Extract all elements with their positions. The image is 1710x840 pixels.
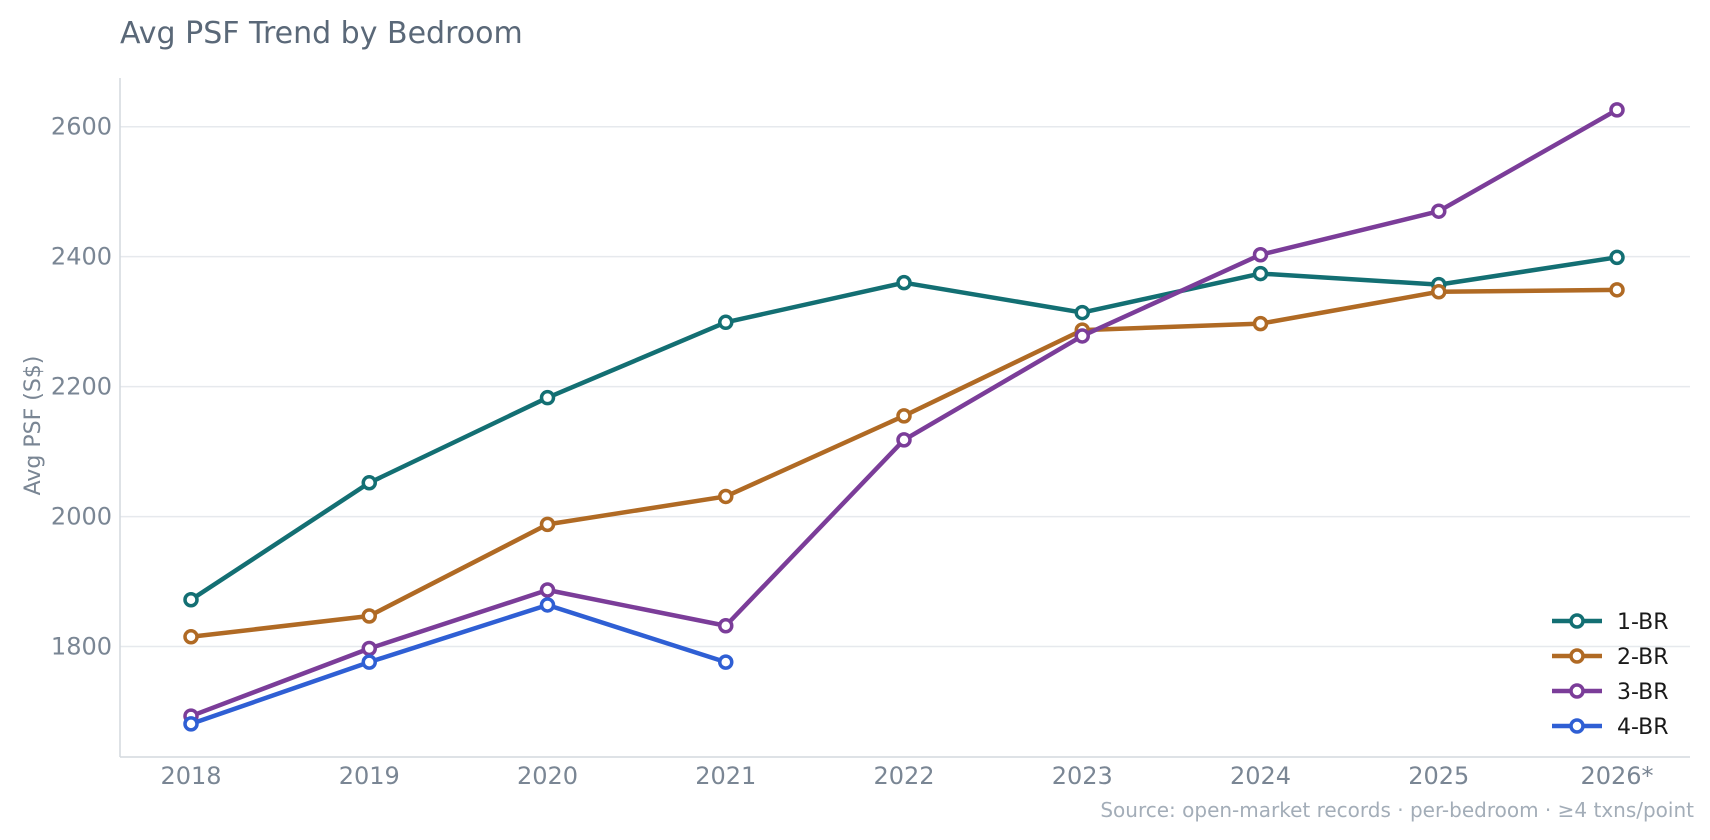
data-point-3-br-2022 <box>896 432 912 448</box>
data-point-1-br-2026 <box>1609 249 1625 266</box>
x-tick-label-2018: 2018 <box>160 762 221 790</box>
legend-item-3-br: 3-BR <box>1552 680 1669 705</box>
legend-label-3-br: 3-BR <box>1617 680 1669 705</box>
data-point-3-br-2024 <box>1252 246 1269 263</box>
series-2-br <box>183 282 1625 645</box>
y-axis-title: Avg PSF (S$) <box>21 356 46 496</box>
data-point-3-br-2023 <box>1074 328 1090 344</box>
x-tick-label-2020: 2020 <box>517 762 578 790</box>
data-point-1-br-2019 <box>361 475 377 491</box>
data-point-1-br-2021 <box>718 314 734 331</box>
y-tick-label-2200: 2200 <box>51 373 112 401</box>
x-tick-label-2023: 2023 <box>1052 762 1113 790</box>
legend-marker-4-br <box>1569 718 1585 734</box>
data-point-3-br-2025 <box>1431 203 1447 219</box>
series-1-br <box>183 249 1625 608</box>
legend-item-4-br: 4-BR <box>1552 715 1669 740</box>
legend-item-2-br: 2-BR <box>1552 645 1669 670</box>
data-point-2-br-2020 <box>539 516 556 533</box>
data-point-2-br-2025 <box>1431 284 1447 300</box>
series-line-1-br <box>188 255 1620 603</box>
y-tick-label-2400: 2400 <box>51 243 112 271</box>
y-tick-label-2000: 2000 <box>51 503 112 531</box>
y-tick-label-1800: 1800 <box>51 633 112 661</box>
data-point-2-br-2022 <box>896 408 912 424</box>
data-point-3-br-2026 <box>1609 102 1625 118</box>
data-point-1-br-2023 <box>1074 304 1090 321</box>
data-point-2-br-2018 <box>183 629 199 645</box>
data-point-4-br-2020 <box>539 597 556 613</box>
data-point-2-br-2024 <box>1252 315 1269 332</box>
legend-marker-3-br <box>1569 683 1585 699</box>
y-tick-label-2600: 2600 <box>51 113 112 141</box>
legend: 1-BR 2-BR 3-BR 4-BR <box>1552 610 1669 740</box>
chart-title: Avg PSF Trend by Bedroom <box>120 16 523 51</box>
data-point-3-br-2020 <box>539 582 556 598</box>
source-note: Source: open-market records · per-bedroo… <box>1100 798 1694 822</box>
legend-marker-1-br <box>1569 613 1585 629</box>
x-tick-label-2021: 2021 <box>695 762 756 790</box>
legend-marker-2-br <box>1569 648 1585 664</box>
series-3-br <box>183 102 1625 724</box>
legend-label-4-br: 4-BR <box>1617 715 1669 740</box>
data-point-1-br-2024 <box>1252 265 1269 282</box>
x-tick-label-2025: 2025 <box>1408 762 1469 790</box>
series-4-br <box>183 597 734 732</box>
data-point-2-br-2021 <box>718 488 734 505</box>
data-point-2-br-2026 <box>1609 282 1625 298</box>
x-tick-label-2026: 2026* <box>1580 762 1653 790</box>
data-point-2-br-2019 <box>361 608 377 624</box>
x-tick-label-2024: 2024 <box>1230 762 1291 790</box>
legend-label-1-br: 1-BR <box>1617 610 1669 635</box>
data-point-1-br-2018 <box>183 592 199 608</box>
data-point-1-br-2022 <box>896 274 912 291</box>
data-point-3-br-2019 <box>361 640 377 657</box>
data-point-4-br-2018 <box>183 716 199 732</box>
data-point-1-br-2020 <box>539 389 556 406</box>
x-tick-label-2019: 2019 <box>339 762 400 790</box>
legend-item-1-br: 1-BR <box>1552 610 1669 635</box>
series-line-4-br <box>188 602 728 727</box>
data-point-3-br-2021 <box>718 617 734 634</box>
axes: 1800 2000 2200 2400 2600 2018 2019 2020 2021 2022… <box>21 78 1690 790</box>
data-point-4-br-2021 <box>718 654 734 670</box>
legend-label-2-br: 2-BR <box>1617 645 1669 670</box>
data-point-4-br-2019 <box>361 654 377 670</box>
x-tick-label-2022: 2022 <box>873 762 934 790</box>
series-lines <box>183 102 1625 732</box>
